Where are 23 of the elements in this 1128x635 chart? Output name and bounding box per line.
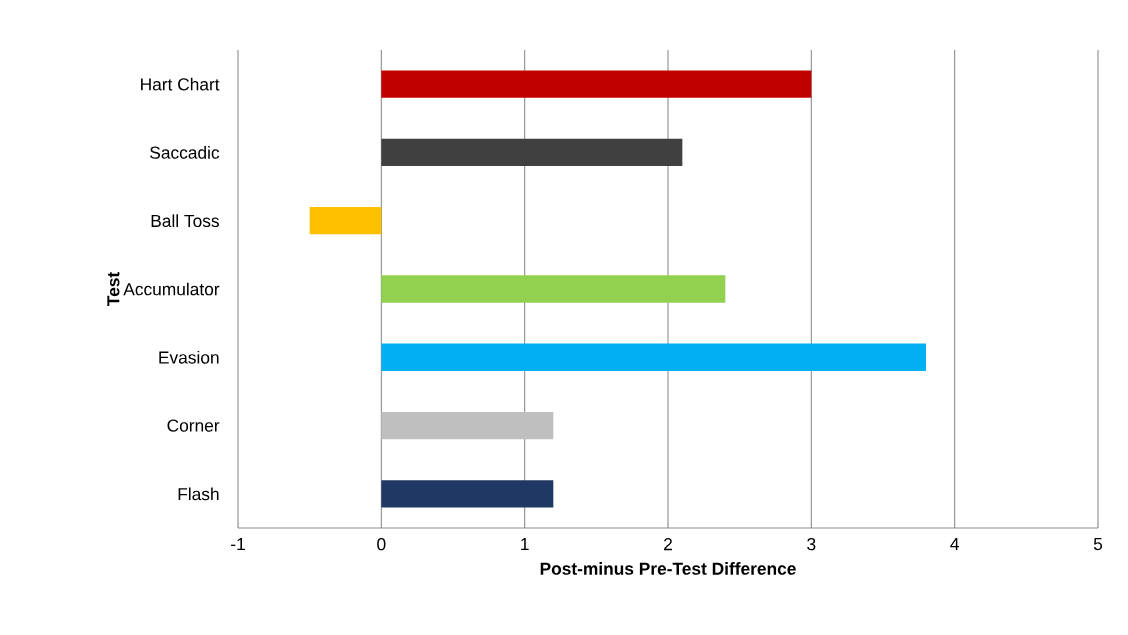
y-tick-label: Evasion xyxy=(159,350,219,364)
y-tick-label: Ball Toss xyxy=(151,214,219,228)
bar xyxy=(381,480,554,508)
bar xyxy=(381,138,683,167)
bar xyxy=(309,207,382,235)
x-tick-label: 5 xyxy=(1093,538,1103,551)
x-tick-label: 4 xyxy=(950,538,959,550)
y-tick-label: Hart Chart xyxy=(141,77,220,91)
y-tick-label: Flash xyxy=(178,487,219,501)
bar xyxy=(381,275,726,303)
y-tick-label: Saccadic xyxy=(150,146,220,159)
x-tick-label: 0 xyxy=(377,538,386,551)
x-tick-label: 2 xyxy=(664,538,672,551)
y-tick-label: Accumulator xyxy=(123,282,220,296)
y-tick-label: Corner xyxy=(167,419,220,432)
bar xyxy=(381,343,926,371)
x-tick-label: 1 xyxy=(521,538,529,550)
x-tick-label: 3 xyxy=(807,538,816,551)
x-axis-title: Post-minus Pre-Test Difference xyxy=(540,562,796,575)
y-axis-title: Test xyxy=(107,272,120,306)
x-tick-label: -1 xyxy=(231,538,245,550)
bar xyxy=(381,411,554,440)
bar xyxy=(381,70,812,98)
